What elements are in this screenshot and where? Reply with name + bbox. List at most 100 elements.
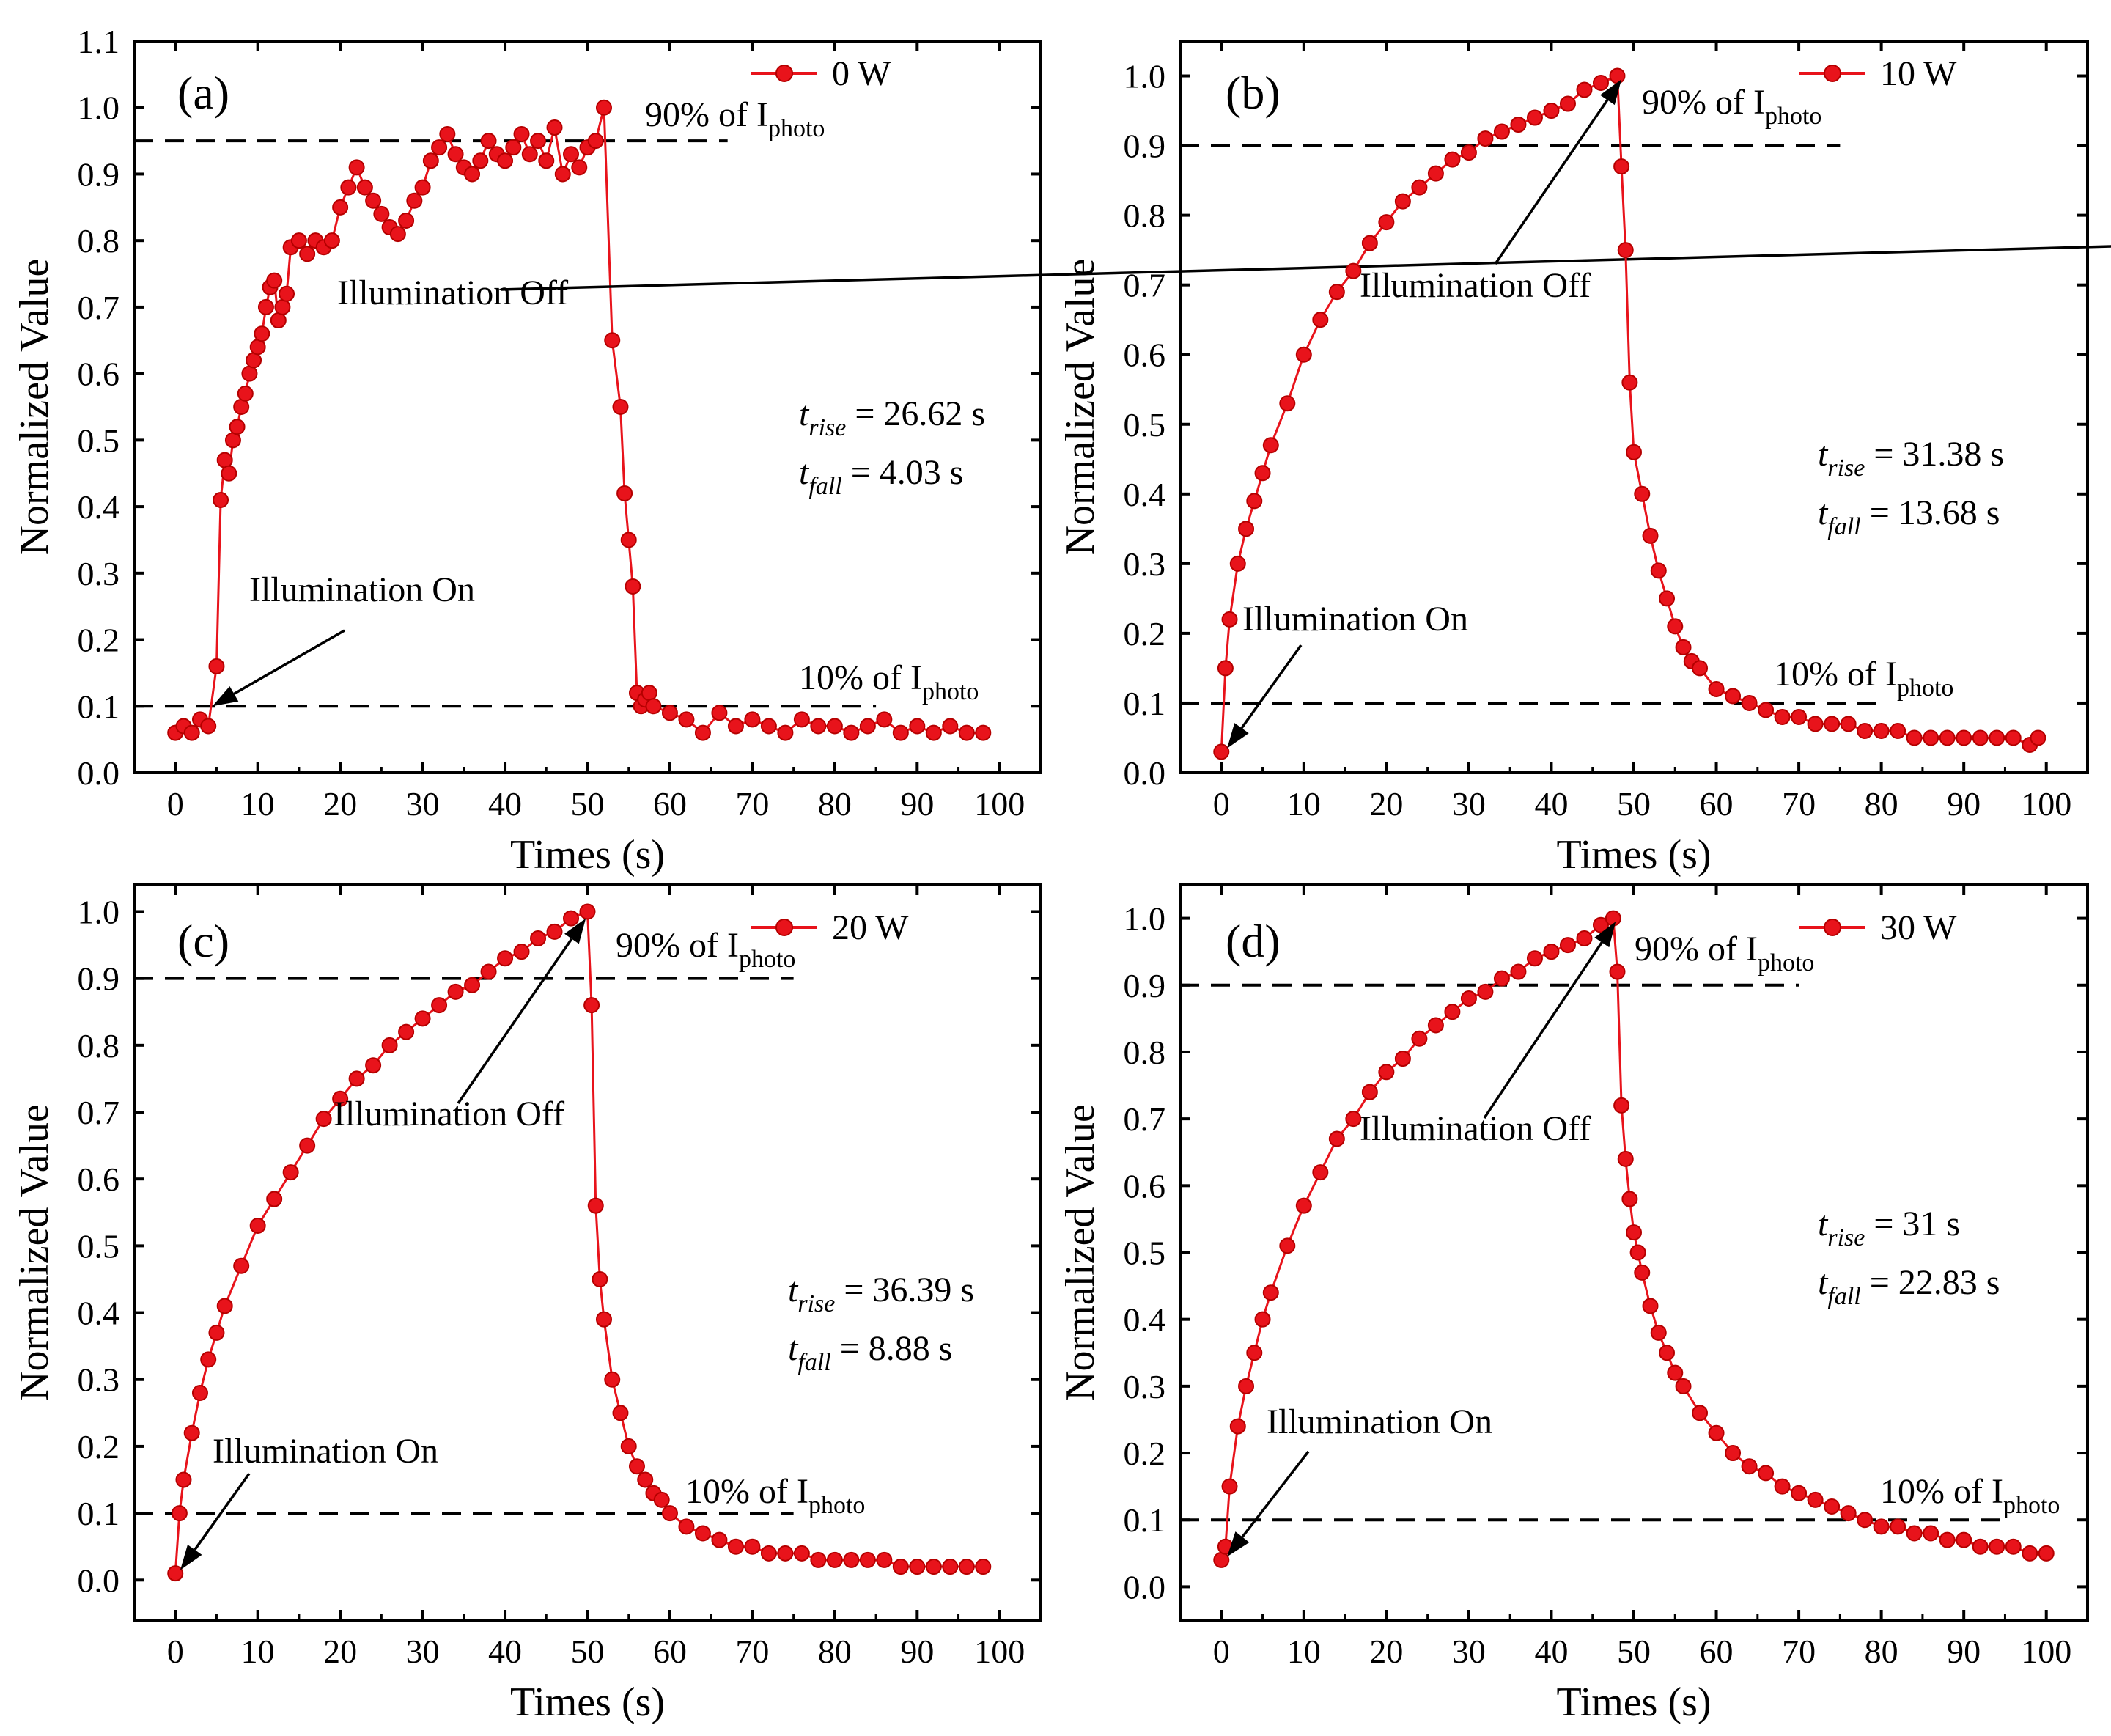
data-point — [530, 930, 547, 946]
t-fall-value: tfall = 22.83 s — [1818, 1263, 2000, 1310]
data-point — [1543, 103, 1560, 119]
x-axis-title: Times (s) — [510, 832, 665, 878]
y-tick-label: 0.7 — [1124, 267, 1166, 304]
x-tick-label: 20 — [323, 785, 357, 823]
data-point — [513, 944, 530, 960]
data-point — [1238, 1378, 1255, 1394]
data-point — [213, 492, 229, 509]
data-point — [1617, 1150, 1634, 1167]
arrow-illumination-on-head — [1227, 723, 1249, 749]
data-point — [1295, 1197, 1312, 1214]
data-point — [505, 139, 522, 156]
x-tick-label: 70 — [735, 785, 769, 823]
x-axis-title: Times (s) — [1556, 832, 1711, 878]
x-tick-label: 0 — [1213, 785, 1230, 823]
y-tick-label: 0.1 — [1124, 1501, 1166, 1539]
data-point — [348, 159, 365, 176]
data-point — [1939, 729, 1956, 746]
data-point — [1477, 983, 1494, 1000]
data-point — [1262, 1284, 1279, 1301]
data-point — [1361, 1084, 1378, 1100]
data-point — [208, 658, 225, 674]
y-axis-title: Normalized Value — [12, 259, 57, 556]
y-tick-label: 0.9 — [1124, 128, 1166, 165]
data-point — [229, 419, 246, 435]
data-point — [356, 179, 373, 196]
data-point — [1609, 963, 1626, 980]
x-tick-label: 40 — [488, 1633, 522, 1670]
data-point — [1791, 1485, 1808, 1501]
x-tick-label: 0 — [167, 1633, 184, 1670]
data-point — [233, 1257, 250, 1274]
data-point — [183, 1424, 200, 1441]
x-tick-label: 50 — [1617, 1633, 1651, 1670]
data-point — [612, 399, 629, 415]
data-point — [2005, 1538, 2022, 1555]
data-point — [237, 385, 254, 402]
data-point — [1605, 910, 1621, 927]
y-tick-label: 0.3 — [78, 1361, 120, 1399]
x-tick-label: 60 — [653, 785, 687, 823]
x-tick-label: 20 — [1369, 1633, 1403, 1670]
data-point — [191, 1384, 208, 1401]
data-point — [1659, 1345, 1676, 1361]
annotation-illumination-off: Illumination Off — [334, 1095, 564, 1133]
x-tick-label: 90 — [1947, 785, 1981, 823]
data-point — [1621, 374, 1638, 391]
annotation-illumination-on: Illumination On — [1242, 600, 1468, 639]
x-tick-label: 70 — [1782, 785, 1816, 823]
data-point — [315, 1111, 332, 1128]
data-point — [1692, 1405, 1709, 1421]
data-point — [254, 326, 270, 342]
x-tick-label: 50 — [1617, 785, 1651, 823]
data-point — [744, 1538, 761, 1555]
data-point — [612, 1405, 629, 1421]
y-tick-label: 0.6 — [78, 1161, 120, 1198]
data-point — [1667, 1364, 1684, 1381]
data-point — [1629, 1244, 1646, 1261]
x-tick-label: 30 — [1452, 785, 1486, 823]
data-point — [406, 192, 423, 209]
data-point — [171, 1505, 188, 1522]
data-point — [1526, 950, 1543, 967]
data-point — [583, 997, 600, 1014]
data-point — [1857, 722, 1874, 739]
y-tick-label: 1.0 — [78, 89, 120, 127]
x-tick-label: 100 — [2021, 1633, 2071, 1670]
data-point — [447, 146, 464, 163]
data-point — [431, 139, 448, 156]
data-point — [1312, 1164, 1329, 1181]
x-tick-label: 70 — [735, 1633, 769, 1670]
x-tick-label: 0 — [1213, 1633, 1230, 1670]
data-point — [1217, 660, 1234, 677]
data-point — [1667, 618, 1684, 635]
data-point — [604, 1371, 621, 1388]
y-tick-label: 0.5 — [78, 1227, 120, 1265]
data-point — [1394, 193, 1411, 210]
annotation-90-percent: 90% of Iphoto — [1642, 83, 1821, 130]
data-point — [661, 1505, 678, 1522]
data-point — [323, 232, 340, 249]
data-point — [1972, 1538, 1989, 1555]
data-point — [1254, 1311, 1271, 1328]
legend-label: 30 W — [1880, 908, 1957, 947]
x-tick-label: 100 — [2021, 785, 2071, 823]
panel-label: (c) — [177, 915, 229, 967]
data-point — [793, 1545, 810, 1562]
y-axis-title: Normalized Value — [1058, 259, 1103, 556]
data-point — [1634, 1264, 1651, 1281]
data-point — [1824, 1498, 1841, 1515]
data-point — [1238, 521, 1255, 537]
legend-label: 20 W — [832, 908, 909, 947]
data-point — [208, 1324, 225, 1341]
data-point — [694, 1525, 711, 1542]
data-point — [1692, 660, 1709, 677]
x-tick-label: 10 — [1287, 1633, 1321, 1670]
y-tick-label: 0.9 — [78, 155, 120, 193]
data-point — [1427, 1017, 1444, 1034]
data-point — [1741, 694, 1758, 711]
data-point — [942, 718, 959, 735]
data-point — [744, 711, 761, 728]
data-point — [1708, 680, 1725, 697]
data-point — [1328, 1130, 1345, 1147]
